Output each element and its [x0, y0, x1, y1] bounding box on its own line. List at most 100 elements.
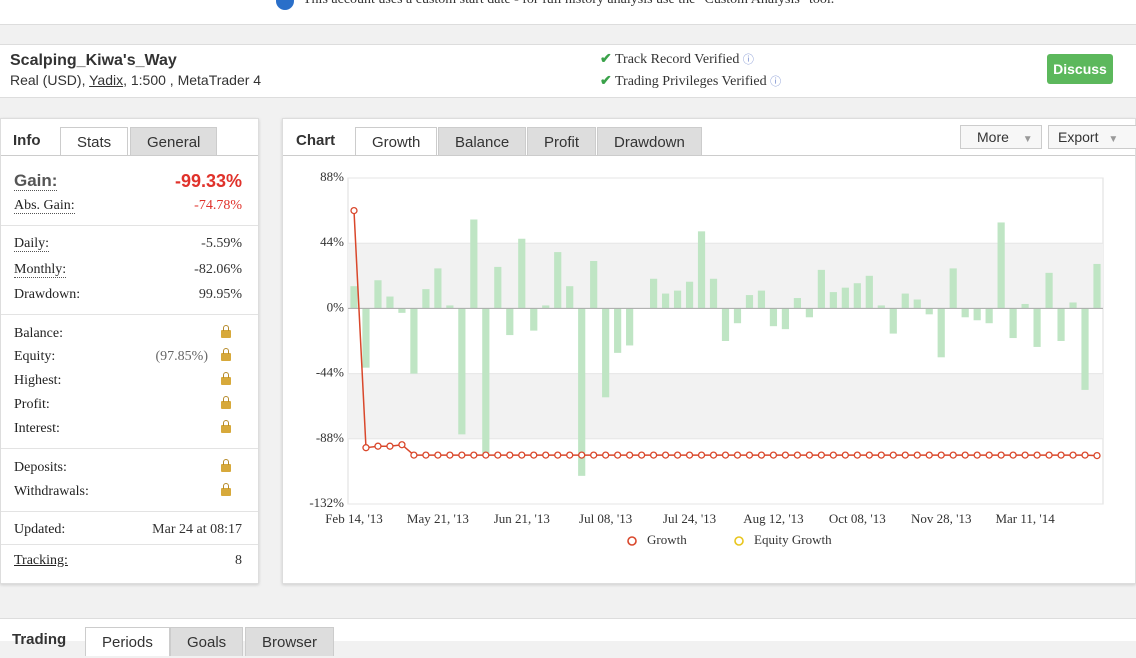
y-tick-label: -132%	[309, 495, 344, 510]
chart: 88% 44% 0% -44% -88% -132%Feb 14, '13 May 21, …	[309, 169, 1104, 547]
deposits-label: Deposits:	[14, 460, 67, 475]
line-point	[961, 451, 969, 459]
bar	[925, 308, 933, 315]
tab[interactable]: Growth	[355, 127, 438, 156]
tab[interactable]: General	[130, 127, 218, 156]
line-point	[590, 451, 598, 459]
line-point	[1009, 451, 1017, 459]
line-point	[769, 451, 778, 459]
line-point	[386, 442, 394, 450]
discuss-button[interactable]: Discuss	[1047, 54, 1113, 84]
broker-link[interactable]: Yadix	[89, 72, 124, 88]
x-tick-label: May 21, '13	[407, 511, 469, 526]
tab[interactable]: Browser	[245, 627, 335, 656]
bar	[350, 286, 358, 309]
bar	[422, 289, 430, 309]
y-tick-label: 88%	[320, 169, 344, 184]
bar	[650, 278, 658, 309]
bar	[1093, 263, 1101, 309]
line-point	[757, 451, 766, 459]
bar	[829, 292, 837, 309]
bar	[733, 308, 742, 324]
updated-label: Updated:	[14, 522, 66, 537]
info-title: Info	[13, 132, 41, 149]
line-point	[673, 451, 682, 459]
bar	[506, 308, 514, 336]
line-point	[613, 451, 622, 459]
line-point	[829, 451, 838, 459]
verifications: ✔ Track Record Verified ⓘ ✔ Trading Priv…	[600, 49, 781, 93]
equity-label: Equity:	[14, 349, 56, 364]
banner: This account uses a custom start date - …	[0, 0, 1136, 25]
more-text: More	[977, 129, 1009, 145]
line-point	[566, 451, 574, 459]
tab[interactable]: Periods	[85, 627, 170, 656]
banner-text: This account uses a custom start date - …	[303, 0, 834, 8]
verification-text: Track Record Verified	[614, 52, 740, 67]
line-point	[985, 451, 993, 459]
more-button[interactable]: More ▼	[960, 125, 1042, 149]
tab[interactable]: Profit	[527, 127, 597, 156]
line-point	[482, 451, 490, 459]
line-point	[709, 451, 718, 459]
line-point	[1057, 451, 1065, 459]
line-point	[697, 451, 706, 459]
bar	[1009, 308, 1017, 339]
line-point	[410, 451, 418, 459]
account-details: Real (USD), Yadix, 1:500 , MetaTrader 4	[10, 72, 261, 88]
line-point	[685, 451, 694, 459]
tab[interactable]: Stats	[60, 127, 129, 156]
bar	[661, 293, 670, 309]
bar	[362, 308, 370, 368]
gain-value: -99.33%	[174, 171, 242, 191]
bar	[494, 266, 502, 309]
bar	[1081, 308, 1089, 390]
bar	[542, 305, 550, 309]
line-point	[625, 451, 634, 459]
bar	[602, 308, 610, 398]
line-point	[1081, 451, 1089, 459]
bar	[841, 287, 849, 309]
bar	[1057, 308, 1065, 341]
bar	[769, 308, 778, 327]
bar	[410, 308, 418, 374]
line-point	[506, 451, 514, 459]
verification-text: Trading Privileges Verified	[614, 74, 767, 89]
tab[interactable]: Drawdown	[597, 127, 702, 156]
gain-label: Gain:	[14, 171, 58, 191]
highest-label: Highest:	[14, 373, 62, 388]
bar	[949, 268, 957, 309]
tracking-label[interactable]: Tracking:	[14, 553, 68, 568]
line-point	[877, 451, 885, 459]
line-point	[518, 451, 526, 459]
x-tick-label: Jun 21, '13	[494, 511, 550, 526]
drawdown-value: 99.95%	[198, 287, 242, 302]
export-button[interactable]: Export ▼	[1048, 125, 1136, 149]
verification: ✔ Track Record Verified ⓘ	[600, 52, 754, 67]
line-point	[422, 451, 430, 459]
bar	[518, 238, 526, 309]
line-point	[889, 451, 897, 459]
line-point	[350, 206, 358, 215]
tab[interactable]: Goals	[170, 627, 244, 656]
monthly-value: -82.06%	[194, 262, 242, 277]
tab[interactable]: Balance	[438, 127, 527, 156]
bar	[709, 278, 718, 309]
bar	[757, 290, 766, 309]
bar	[446, 305, 454, 309]
account-header: Scalping_Kiwa's_Way Real (USD), Yadix, 1…	[0, 44, 1136, 98]
bar	[673, 290, 682, 309]
line-point	[1033, 451, 1041, 459]
y-tick-label: -88%	[316, 430, 344, 445]
line-point	[901, 451, 909, 459]
bar	[697, 231, 706, 309]
export-text: Export	[1058, 129, 1099, 145]
line-point	[637, 451, 646, 459]
bar	[913, 299, 921, 309]
bar	[1045, 272, 1053, 309]
balance-label: Balance:	[14, 326, 63, 341]
legend-marker	[734, 536, 744, 546]
bottom-bar: Trading Periods Goals Browser	[0, 618, 1136, 656]
bar	[1021, 303, 1029, 309]
